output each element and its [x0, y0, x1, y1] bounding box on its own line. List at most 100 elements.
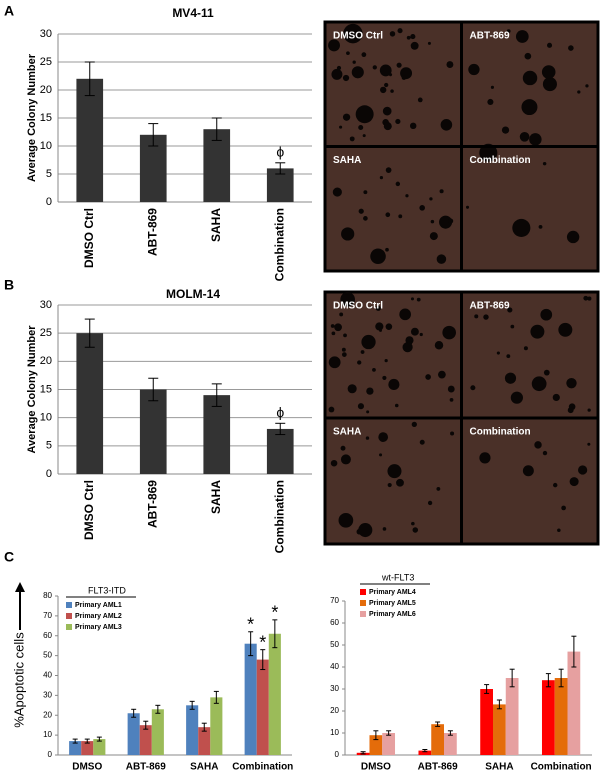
- colony: [440, 118, 453, 131]
- colony: [442, 325, 456, 340]
- colony: [331, 331, 336, 336]
- colony: [512, 218, 531, 237]
- colony: [487, 98, 494, 106]
- legend-swatch: [66, 602, 72, 608]
- legend-title: FLT3-ITD: [88, 585, 126, 595]
- bar: [76, 333, 104, 474]
- colony: [350, 30, 354, 34]
- colony: [427, 41, 431, 45]
- colony: [430, 219, 435, 224]
- colony: [470, 385, 476, 391]
- colony: [379, 64, 392, 77]
- y-tick-label: 10: [40, 140, 52, 152]
- colony: [387, 464, 402, 479]
- colony: [361, 334, 376, 350]
- colony: [340, 454, 351, 465]
- error-bar: [496, 699, 502, 710]
- colony: [340, 292, 355, 307]
- colony: [407, 340, 413, 346]
- colony: [531, 376, 547, 392]
- bar: [93, 739, 106, 755]
- bar: [567, 651, 581, 755]
- colony: [410, 41, 419, 50]
- colony: [388, 378, 400, 391]
- error-bar: [422, 749, 428, 753]
- colony: [338, 513, 354, 528]
- micrograph-label: SAHA: [333, 155, 361, 166]
- micrograph-label: DMSO Ctrl: [333, 301, 383, 312]
- colony: [379, 86, 387, 94]
- colony: [343, 333, 347, 338]
- y-tick-label: 40: [330, 662, 339, 671]
- y-tick-label: 70: [330, 596, 339, 605]
- colony: [339, 125, 343, 129]
- x-tick-label: Combination: [232, 762, 293, 772]
- bar: [268, 633, 281, 755]
- error-bar: [155, 704, 161, 714]
- bar: [81, 741, 94, 755]
- error-bar: [143, 720, 149, 730]
- colony: [510, 324, 515, 329]
- colony: [372, 65, 377, 70]
- error-bar: [201, 722, 207, 732]
- colony: [331, 68, 343, 80]
- y-tick-label: 15: [40, 383, 52, 395]
- colony: [540, 308, 553, 321]
- x-tick-label: ABT-869: [126, 762, 166, 772]
- colony: [468, 63, 480, 76]
- colony: [357, 403, 365, 410]
- bar: [554, 678, 568, 755]
- colony: [334, 323, 342, 332]
- chart-title: MV4-11: [172, 6, 214, 20]
- colony: [552, 393, 560, 402]
- colony: [538, 224, 543, 229]
- y-tick-label: 60: [43, 631, 52, 640]
- colony: [363, 190, 368, 195]
- bar: [266, 428, 294, 474]
- y-tick-label: 0: [46, 196, 52, 208]
- error-bar: [558, 668, 564, 688]
- colony: [363, 216, 368, 221]
- colony: [557, 528, 561, 532]
- colony: [355, 105, 374, 124]
- error-bar: [447, 730, 453, 736]
- micrograph-label: ABT-869: [470, 31, 510, 42]
- legend-swatch: [66, 613, 72, 619]
- colony: [524, 52, 532, 60]
- colony: [450, 431, 455, 436]
- bar: [127, 713, 140, 755]
- y-tick-label: 60: [330, 618, 339, 627]
- colony: [569, 477, 579, 487]
- colony: [417, 97, 423, 103]
- legend-label: Primary AML2: [75, 613, 122, 620]
- error-bar: [435, 721, 441, 727]
- y-tick-label: 40: [43, 671, 52, 680]
- colony: [383, 122, 392, 131]
- y-axis-label: Average Colony Number: [26, 325, 38, 454]
- colony: [439, 215, 453, 229]
- colony: [396, 62, 402, 68]
- colony: [396, 478, 404, 487]
- y-tick-label: 0: [46, 468, 52, 480]
- colony: [349, 136, 355, 142]
- y-tick-label: 30: [40, 299, 52, 311]
- colony: [521, 99, 538, 116]
- error-bar: [84, 61, 95, 97]
- legend-label: Primary AML1: [75, 602, 122, 609]
- colony: [411, 421, 417, 427]
- colony: [390, 89, 394, 93]
- error-bar: [211, 117, 222, 141]
- colony: [558, 322, 573, 337]
- bar: [76, 78, 104, 202]
- legend-swatch: [360, 611, 366, 617]
- error-bar: [275, 422, 286, 436]
- colony: [438, 370, 446, 379]
- colony: [341, 352, 347, 357]
- colony: [419, 439, 425, 445]
- x-tick-label: SAHA: [485, 762, 513, 772]
- colony: [447, 385, 455, 393]
- colony: [577, 90, 581, 94]
- colony: [523, 346, 528, 351]
- colony: [541, 65, 556, 79]
